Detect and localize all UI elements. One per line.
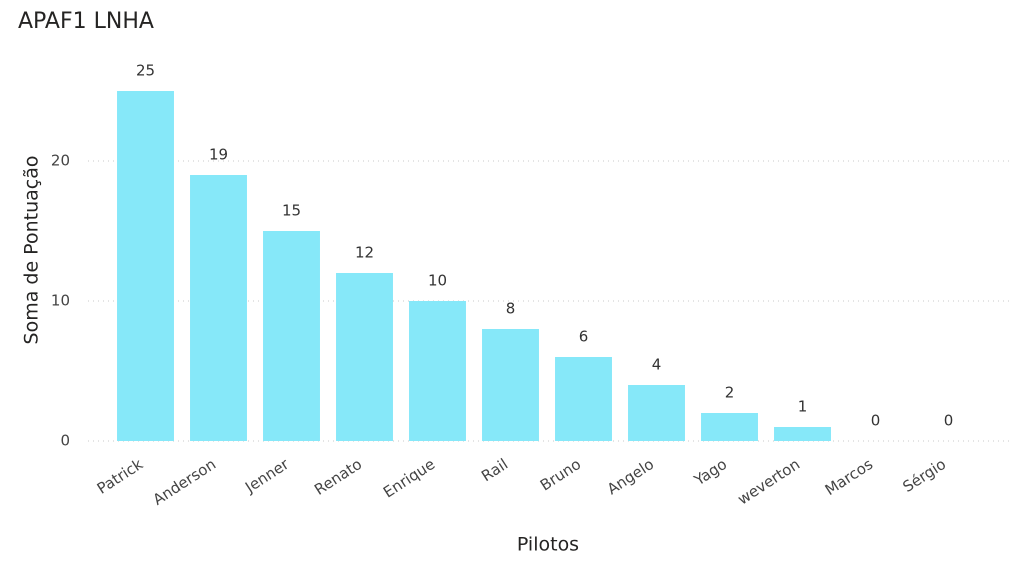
data-label: 1 (798, 398, 808, 416)
x-tick-label: weverton (734, 455, 803, 508)
y-tick-label: 20 (51, 152, 70, 170)
x-tick-label: Jenner (241, 455, 293, 497)
x-tick-label: Sérgio (899, 455, 949, 496)
data-label: 6 (579, 328, 589, 346)
bar (409, 301, 466, 441)
x-tick-label: Yago (690, 455, 730, 490)
bar (190, 175, 247, 441)
x-tick-label: Patrick (94, 455, 147, 498)
bar (482, 329, 539, 441)
y-tick-label: 0 (60, 432, 70, 450)
data-label: 10 (428, 272, 447, 290)
x-tick-label: Anderson (150, 455, 220, 509)
bar (628, 385, 685, 441)
data-label: 15 (282, 202, 301, 220)
data-label: 25 (136, 62, 155, 80)
bar (263, 231, 320, 441)
bar (117, 91, 174, 441)
x-tick-label: Enrique (380, 455, 438, 501)
x-tick-label: Angelo (604, 455, 657, 498)
y-tick-label: 10 (51, 292, 70, 310)
y-axis-title: Soma de Pontuação (21, 156, 43, 345)
bar (701, 413, 758, 441)
data-label: 0 (871, 412, 881, 430)
x-tick-label: Bruno (537, 455, 584, 494)
data-label: 8 (506, 300, 516, 318)
data-label: 4 (652, 356, 662, 374)
bar (336, 273, 393, 441)
x-axis-title: Pilotos (517, 534, 579, 556)
bar (555, 357, 612, 441)
data-label: 0 (944, 412, 954, 430)
data-label: 12 (355, 244, 374, 262)
chart-title: APAF1 LNHA (18, 9, 154, 34)
data-label: 19 (209, 146, 228, 164)
x-tick-label: Marcos (822, 455, 877, 499)
bar (774, 427, 831, 441)
data-label: 2 (725, 384, 735, 402)
x-tick-label: Renato (311, 455, 365, 499)
x-tick-label: Rail (478, 455, 511, 485)
